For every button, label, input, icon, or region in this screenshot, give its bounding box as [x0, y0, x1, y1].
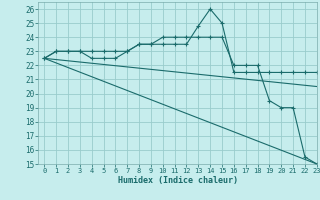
X-axis label: Humidex (Indice chaleur): Humidex (Indice chaleur) [118, 176, 238, 185]
